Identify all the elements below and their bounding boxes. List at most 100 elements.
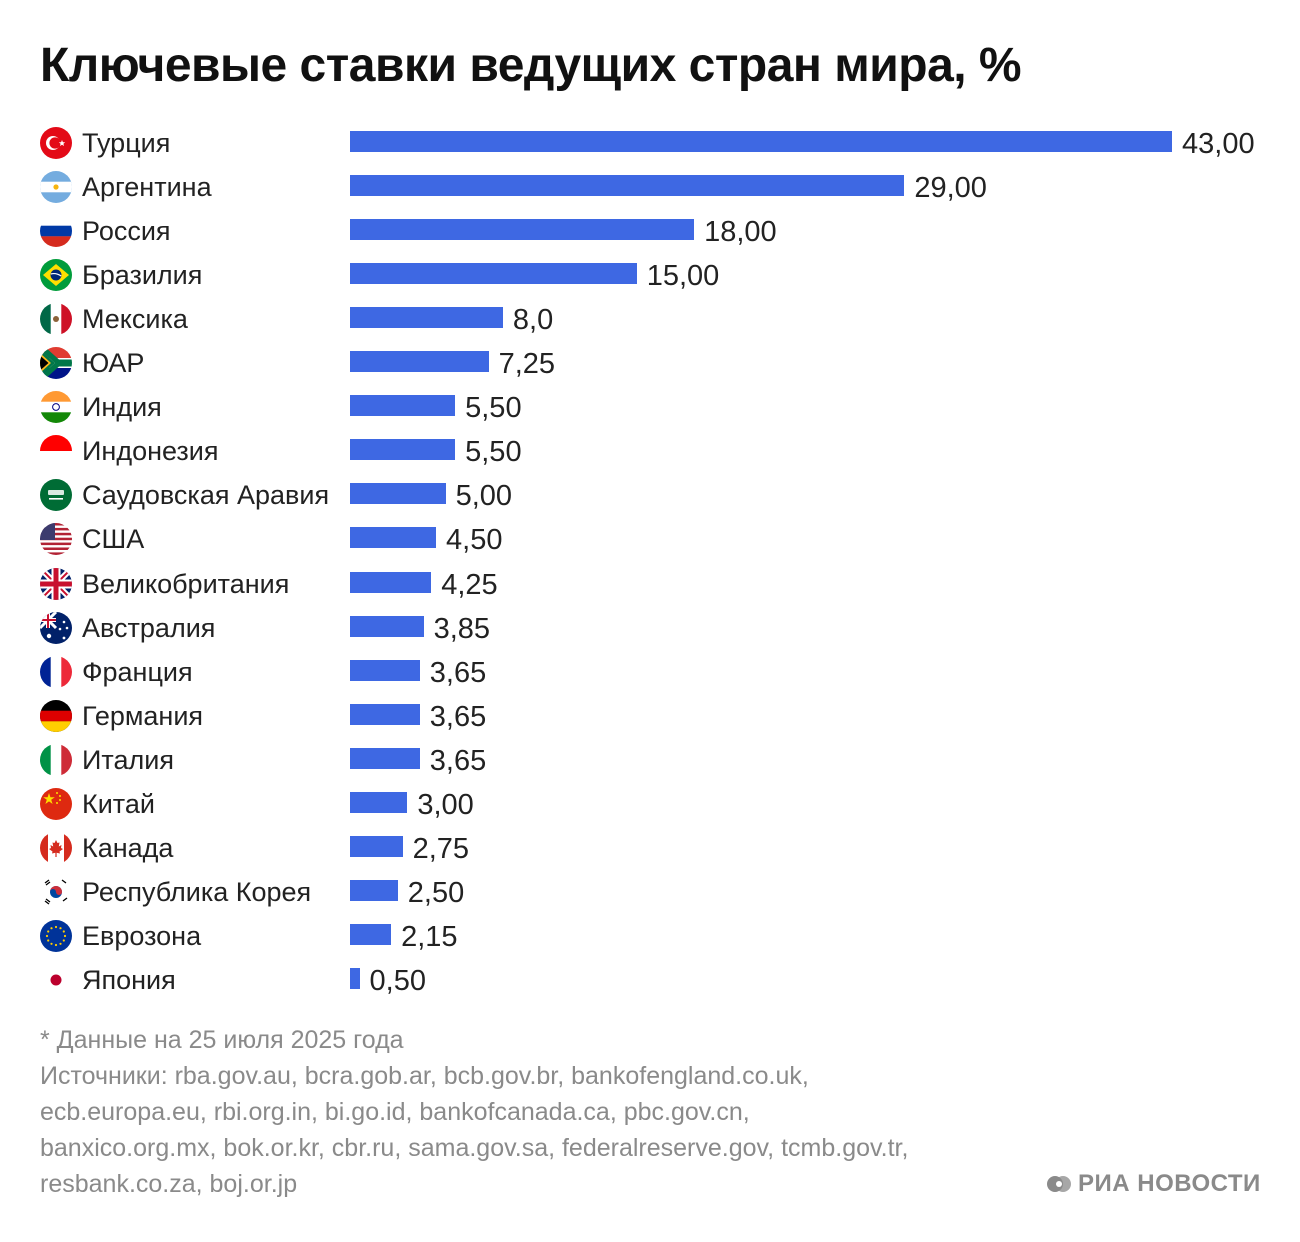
bar [350,483,446,505]
usa-flag-icon [40,523,72,556]
data-label: 2,75 [412,832,470,865]
germany-flag-icon [40,699,72,732]
bar [350,351,489,373]
data-label: 3,65 [429,744,487,777]
data-label: 8,0 [512,304,554,337]
chart-row: Россия 18,00 [0,209,1300,253]
bar [350,967,360,989]
bar [350,659,420,681]
country-label: Канада [82,832,174,863]
country-label: Бразилия [82,260,203,291]
bar [350,923,392,945]
country-label: Италия [82,744,174,775]
country-label: Китай [82,788,155,819]
chart-row: Бразилия 15,00 [0,253,1300,297]
data-label: 5,50 [465,436,522,469]
china-flag-icon [40,787,72,820]
data-label: 15,00 [646,260,720,293]
data-label: 3,65 [429,656,487,689]
bar [350,219,695,241]
argentina-flag-icon [40,171,72,204]
data-label: 3,00 [417,788,474,821]
data-label: 4,25 [441,568,498,601]
chart-row: Индия 5,50 [0,385,1300,429]
chart-row: Еврозона 2,15 [0,914,1300,958]
country-label: Великобритания [82,568,290,599]
bar-chart: Турция 43,00 Аргентина 29,00 Россия 18,00 Браз… [0,121,1300,1002]
chart-row: Япония 0,50 [0,958,1300,1002]
country-label: Аргентина [82,172,212,203]
bar [350,395,456,417]
south-korea-flag-icon [40,875,72,908]
data-label: 0,50 [369,964,426,997]
bar [350,835,403,857]
chart-row: Австралия 3,85 [0,606,1300,650]
ria-logo-icon [1047,1176,1071,1192]
mexico-flag-icon [40,303,72,336]
country-label: Франция [82,656,193,687]
bar [350,439,456,461]
bar [350,703,420,725]
chart-row: Франция 3,65 [0,650,1300,694]
chart-row: Канада 2,75 [0,826,1300,870]
country-label: Россия [82,216,171,247]
country-label: Мексика [82,304,188,335]
country-label: Турция [82,128,171,158]
country-label: Австралия [82,612,216,643]
chart-row: Великобритания 4,25 [0,562,1300,606]
country-label: Саудовская Аравия [82,480,330,511]
country-label: Германия [82,700,204,731]
bar [350,571,432,593]
chart-row: Саудовская Аравия 5,00 [0,473,1300,517]
country-label: Индия [82,392,162,423]
bar [350,879,398,901]
country-label: Еврозона [82,920,202,951]
chart-title: Ключевые ставки ведущих стран мира, % [40,39,1022,92]
bar [350,307,503,329]
data-label: 3,85 [433,612,491,645]
data-label: 3,65 [429,700,487,733]
country-label: США [82,524,145,555]
bar [350,615,424,637]
country-label: Республика Корея [82,876,312,907]
data-label: 5,00 [455,480,513,513]
sources-line: Источники: rba.gov.au, bcra.gob.ar, bcb.… [40,1062,809,1090]
bar [350,263,637,285]
turkey-flag-icon [40,127,72,159]
data-label: 4,50 [446,524,503,557]
bar [350,527,437,549]
chart-row: Германия 3,65 [0,694,1300,738]
country-label: ЮАР [82,348,145,379]
chart-row: Индонезия 5,50 [0,429,1300,473]
logo-text: РИА НОВОСТИ [1078,1170,1261,1197]
eurozone-flag-icon [40,919,72,952]
country-label: Индонезия [82,436,219,467]
country-label: Япония [82,964,176,995]
data-label: 2,50 [407,876,465,909]
chart-row: Турция 43,00 [0,121,1300,165]
sources-line: banxico.org.mx, bok.or.kr, cbr.ru, sama.… [40,1134,909,1162]
chart-row: Италия 3,65 [0,738,1300,782]
sources-line: resbank.co.za, boj.or.jp [40,1170,298,1198]
italy-flag-icon [40,743,72,776]
saudi-arabia-flag-icon [40,479,72,512]
chart-row: Мексика 8,0 [0,297,1300,341]
chart-row: ЮАР 7,25 [0,341,1300,385]
chart-row: Аргентина 29,00 [0,165,1300,209]
chart-row: Республика Корея 2,50 [0,870,1300,914]
south-africa-flag-icon [40,347,72,380]
data-label: 18,00 [704,216,777,249]
data-label: 2,15 [401,920,458,953]
data-label: 7,25 [498,348,556,381]
france-flag-icon [40,655,72,688]
data-label: 5,50 [465,392,522,425]
indonesia-flag-icon [40,435,72,468]
bar [350,747,420,769]
russia-flag-icon [40,215,72,248]
canada-flag-icon [40,831,72,864]
bar [350,791,408,813]
australia-flag-icon [40,611,72,644]
sources: Источники: rba.gov.au, bcra.gob.ar, bcb.… [40,1058,1030,1202]
footnote: * Данные на 25 июля 2025 года [40,1026,404,1054]
bar [350,131,1172,152]
